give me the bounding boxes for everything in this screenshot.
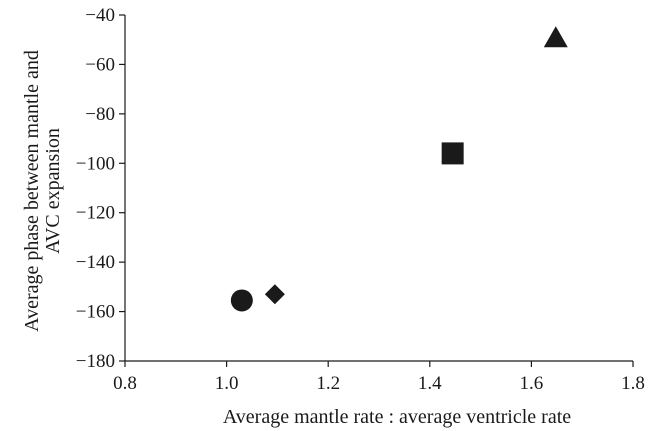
y-tick-label: −160 bbox=[76, 302, 115, 323]
axes bbox=[124, 15, 633, 362]
x-tick-label: 1.0 bbox=[215, 373, 239, 394]
y-axis-title: Average phase between mantle and bbox=[21, 50, 43, 332]
data-points bbox=[230, 26, 568, 312]
x-tick-label: 1.4 bbox=[418, 373, 442, 394]
y-tick-label: −40 bbox=[85, 5, 115, 26]
y-axis-title-line-2-wrap: AVC expansion bbox=[42, 128, 64, 254]
x-tick-label: 0.8 bbox=[113, 373, 137, 394]
y-tick-label: −140 bbox=[76, 252, 115, 273]
y-tick-label: −80 bbox=[85, 104, 115, 125]
y-tick-label: −100 bbox=[76, 153, 115, 174]
x-tick-label: 1.6 bbox=[520, 373, 544, 394]
x-axis-title: Average mantle rate : average ventricle … bbox=[223, 406, 571, 428]
y-tick-label: −60 bbox=[85, 54, 115, 75]
y-axis-title-line-2: AVC expansion bbox=[42, 128, 64, 254]
y-tick-label: −120 bbox=[76, 203, 115, 224]
data-point-diamond bbox=[264, 284, 285, 305]
y-axis-title-line-1: Average phase between mantle and bbox=[21, 50, 43, 332]
x-tick-label: 1.8 bbox=[621, 373, 645, 394]
y-tick-label: −180 bbox=[76, 351, 115, 372]
x-tick-label: 1.2 bbox=[316, 373, 340, 394]
y-axis-ticks: −40 −60 −80 −100 −120 −140 −160 −180 bbox=[76, 5, 125, 372]
data-point-circle bbox=[230, 289, 253, 312]
data-point-triangle bbox=[543, 26, 568, 48]
x-axis-ticks: 0.8 1.0 1.2 1.4 1.6 1.8 bbox=[113, 361, 645, 394]
data-point-square bbox=[441, 142, 464, 165]
